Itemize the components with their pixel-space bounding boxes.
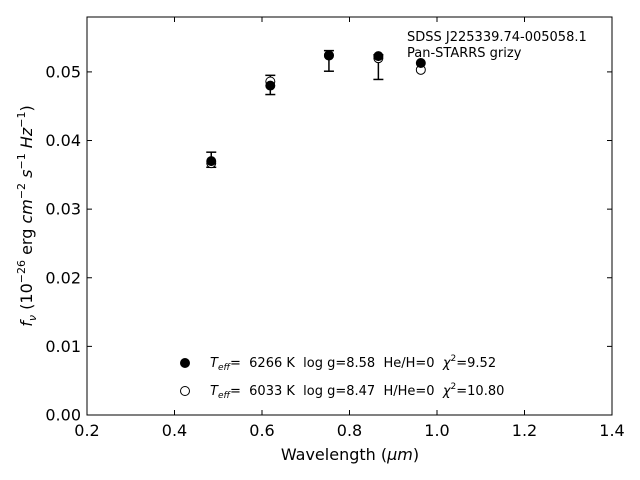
y-tick-label: 0.04 (45, 131, 81, 150)
legend-label: Teff= 6266 K log g=8.58 He/H=0 χ2=9.52 (210, 354, 496, 373)
legend-entry: Teff= 6266 K log g=8.58 He/H=0 χ2=9.52 (180, 354, 496, 373)
legend-marker-filled (180, 358, 190, 368)
y-tick-label: 0.01 (45, 337, 81, 356)
y-tick-label: 0.03 (45, 200, 81, 219)
annotation-line-2: Pan-STARRS grizy (407, 46, 522, 61)
x-tick-label: 0.4 (162, 421, 187, 440)
x-tick-label: 0.8 (337, 421, 362, 440)
x-tick-label: 0.2 (74, 421, 99, 440)
x-tick-label: 0.6 (249, 421, 274, 440)
x-axis-label: Wavelength (μm) (281, 445, 419, 464)
legend-label: Teff= 6033 K log g=8.47 H/He=0 χ2=10.80 (210, 382, 504, 401)
data-point-filled (415, 57, 426, 68)
annotation: SDSS J225339.74-005058.1 Pan-STARRS griz… (407, 30, 587, 61)
x-tick-label: 1.0 (424, 421, 449, 440)
x-tick-label: 1.2 (512, 421, 537, 440)
legend: Teff= 6266 K log g=8.58 He/H=0 χ2=9.52 T… (180, 354, 504, 401)
y-tick-label: 0.02 (45, 268, 81, 287)
y-tick-label: 0.05 (45, 62, 81, 81)
data-point-filled (323, 50, 334, 61)
axis-ticks: 0.2 0.4 0.6 0.8 1.0 1.2 1.4 0.00 0.01 0.02 0.03 0.0… (45, 17, 625, 440)
x-tick-label: 1.4 (599, 421, 624, 440)
y-tick-label: 0.00 (45, 406, 81, 425)
legend-marker-open (180, 386, 190, 396)
data-point-filled (373, 51, 384, 62)
data-point-filled (206, 156, 217, 167)
data-point-filled (265, 80, 276, 91)
annotation-line-1: SDSS J225339.74-005058.1 (407, 30, 587, 45)
legend-entry: Teff= 6033 K log g=8.47 H/He=0 χ2=10.80 (180, 382, 504, 401)
plot-marks (206, 49, 426, 169)
y-axis-label: fν (10−26 erg cm−2 s−1 Hz−1) (15, 105, 39, 326)
